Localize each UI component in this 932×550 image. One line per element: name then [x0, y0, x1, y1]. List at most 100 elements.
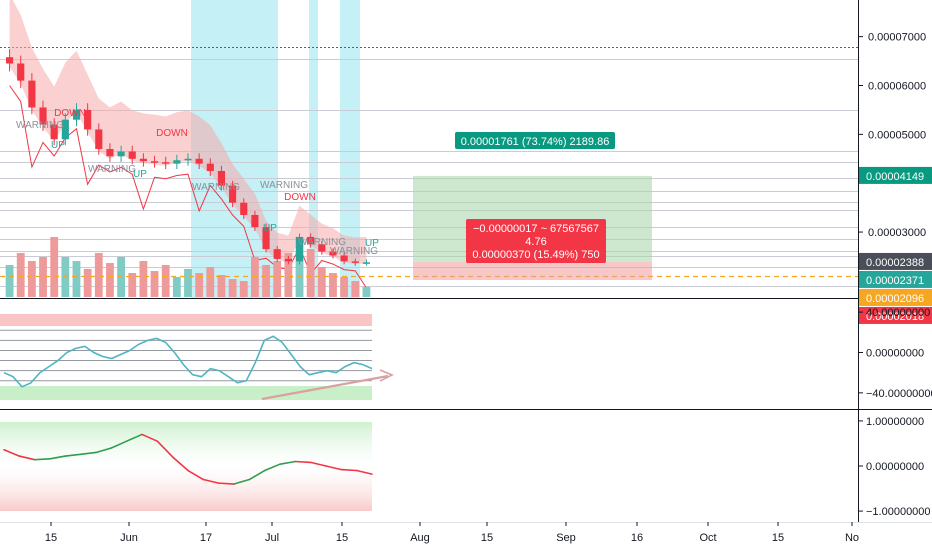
trend-segment	[141, 433, 159, 443]
price-label: 0.00002388	[866, 257, 924, 269]
candle	[262, 223, 270, 253]
candle-body	[351, 261, 359, 263]
price-axis-labels: 0.00004149 0.00002388 0.00002371 0.00002096…	[859, 166, 932, 324]
candle-body	[307, 236, 315, 245]
candle	[106, 143, 114, 162]
trend-segment	[325, 465, 343, 471]
time-axis[interactable]: 15 Jun 17 Jul 15 Aug 15 Sep 16 Oct 15 No	[45, 522, 859, 544]
candle-body	[84, 109, 92, 130]
candle-body	[240, 202, 248, 215]
trend-segment	[156, 440, 174, 458]
trend-segment	[279, 460, 297, 465]
trend-segment	[110, 440, 128, 449]
candle	[329, 248, 337, 259]
oscillator-axis[interactable]: 40.00000000 0.00000000 −40.00000000	[858, 307, 932, 400]
trend-segment	[355, 469, 373, 475]
trend-segment	[309, 461, 327, 467]
divergence-trendline[interactable]	[261, 374, 389, 401]
candle	[95, 123, 103, 155]
trend-segment	[79, 451, 97, 456]
highlight-band	[340, 0, 360, 298]
ratio-label: 4.76	[525, 236, 546, 248]
candle-body	[72, 109, 81, 120]
candle	[206, 158, 214, 177]
candle	[351, 258, 359, 266]
signal-label: WARNING	[260, 180, 308, 191]
candle-body	[162, 162, 170, 164]
volume-bar	[139, 261, 148, 297]
trend-line	[3, 433, 373, 485]
candle	[50, 118, 58, 146]
volume-bar	[5, 265, 14, 297]
volume-bar	[239, 281, 248, 297]
volume-bar	[94, 253, 103, 297]
volume-bar	[362, 287, 371, 297]
price-label-box	[859, 252, 932, 270]
candle	[72, 103, 81, 127]
signal-label: UP	[263, 223, 277, 234]
price-tick-label: 0.00007000	[868, 32, 926, 44]
candle-body	[362, 262, 370, 264]
candle-body	[128, 151, 136, 159]
candle-body	[95, 129, 103, 149]
volume-bar	[262, 265, 270, 297]
candle	[128, 145, 136, 165]
candle-body	[217, 170, 226, 186]
time-tick-label: No	[845, 532, 859, 544]
long-position-loss-zone	[413, 261, 652, 281]
trend-segment	[233, 478, 251, 485]
signal-label: UP	[133, 169, 147, 180]
oscillator-pane	[0, 314, 394, 401]
time-tick-label: Sep	[556, 532, 576, 544]
price-tick-label: 0.00005000	[868, 129, 926, 141]
trend-segment	[340, 468, 358, 472]
candle-body	[329, 251, 337, 256]
volume-bar	[172, 277, 181, 297]
trend-segment	[33, 457, 51, 461]
candle	[295, 233, 304, 265]
volume-bar	[329, 273, 337, 297]
candle-body	[28, 80, 36, 108]
signal-label: DOWN	[54, 108, 86, 119]
entry-label: −0.00000017 ~ 67567567	[473, 223, 599, 235]
candle-body	[340, 255, 348, 262]
long-position-tool[interactable]: 0.00001761 (73.74%) 2189.86 −0.00000017 …	[413, 132, 652, 281]
osc-tick-label: 0.00000000	[866, 347, 924, 359]
time-tick-label: 17	[200, 532, 212, 544]
volume-bar	[217, 275, 226, 297]
candles	[6, 49, 370, 266]
candle	[117, 145, 125, 162]
signal-label: WARNING	[330, 246, 378, 257]
osc-tick-label: 40.00000000	[866, 307, 930, 319]
candle	[28, 73, 36, 115]
volume-bar	[72, 261, 81, 297]
trend-segment	[95, 447, 113, 454]
target-label: 0.00001761 (73.74%) 2189.86	[461, 136, 610, 148]
signal-label: WARNING	[192, 182, 240, 193]
volume-bar	[16, 253, 25, 297]
candle	[273, 245, 281, 262]
price-tick-label: 0.00003000	[868, 227, 926, 239]
volume-bar	[27, 261, 36, 297]
price-axis[interactable]: 0.00007000 0.00006000 0.00005000 0.00003000	[858, 32, 926, 239]
candle	[318, 240, 326, 255]
candle	[362, 259, 370, 266]
trend-segment	[125, 433, 143, 443]
candle	[217, 165, 226, 191]
candle	[17, 55, 25, 89]
price-label-box	[859, 166, 932, 184]
time-tick-label: Aug	[410, 532, 430, 544]
candle	[284, 255, 292, 265]
candle-body	[251, 214, 259, 228]
time-tick-label: Oct	[699, 532, 716, 544]
volume-bar	[228, 279, 237, 297]
trend-upper-zone	[0, 422, 372, 466]
time-tick-label: 16	[631, 532, 643, 544]
volume-bar	[106, 263, 114, 297]
trend-segment	[263, 463, 281, 472]
time-tick-label: 15	[336, 532, 348, 544]
stop-label: 0.00000370 (15.49%) 750	[472, 249, 599, 261]
trend-axis[interactable]: 1.00000000 0.00000000 −1.00000000	[858, 416, 931, 518]
